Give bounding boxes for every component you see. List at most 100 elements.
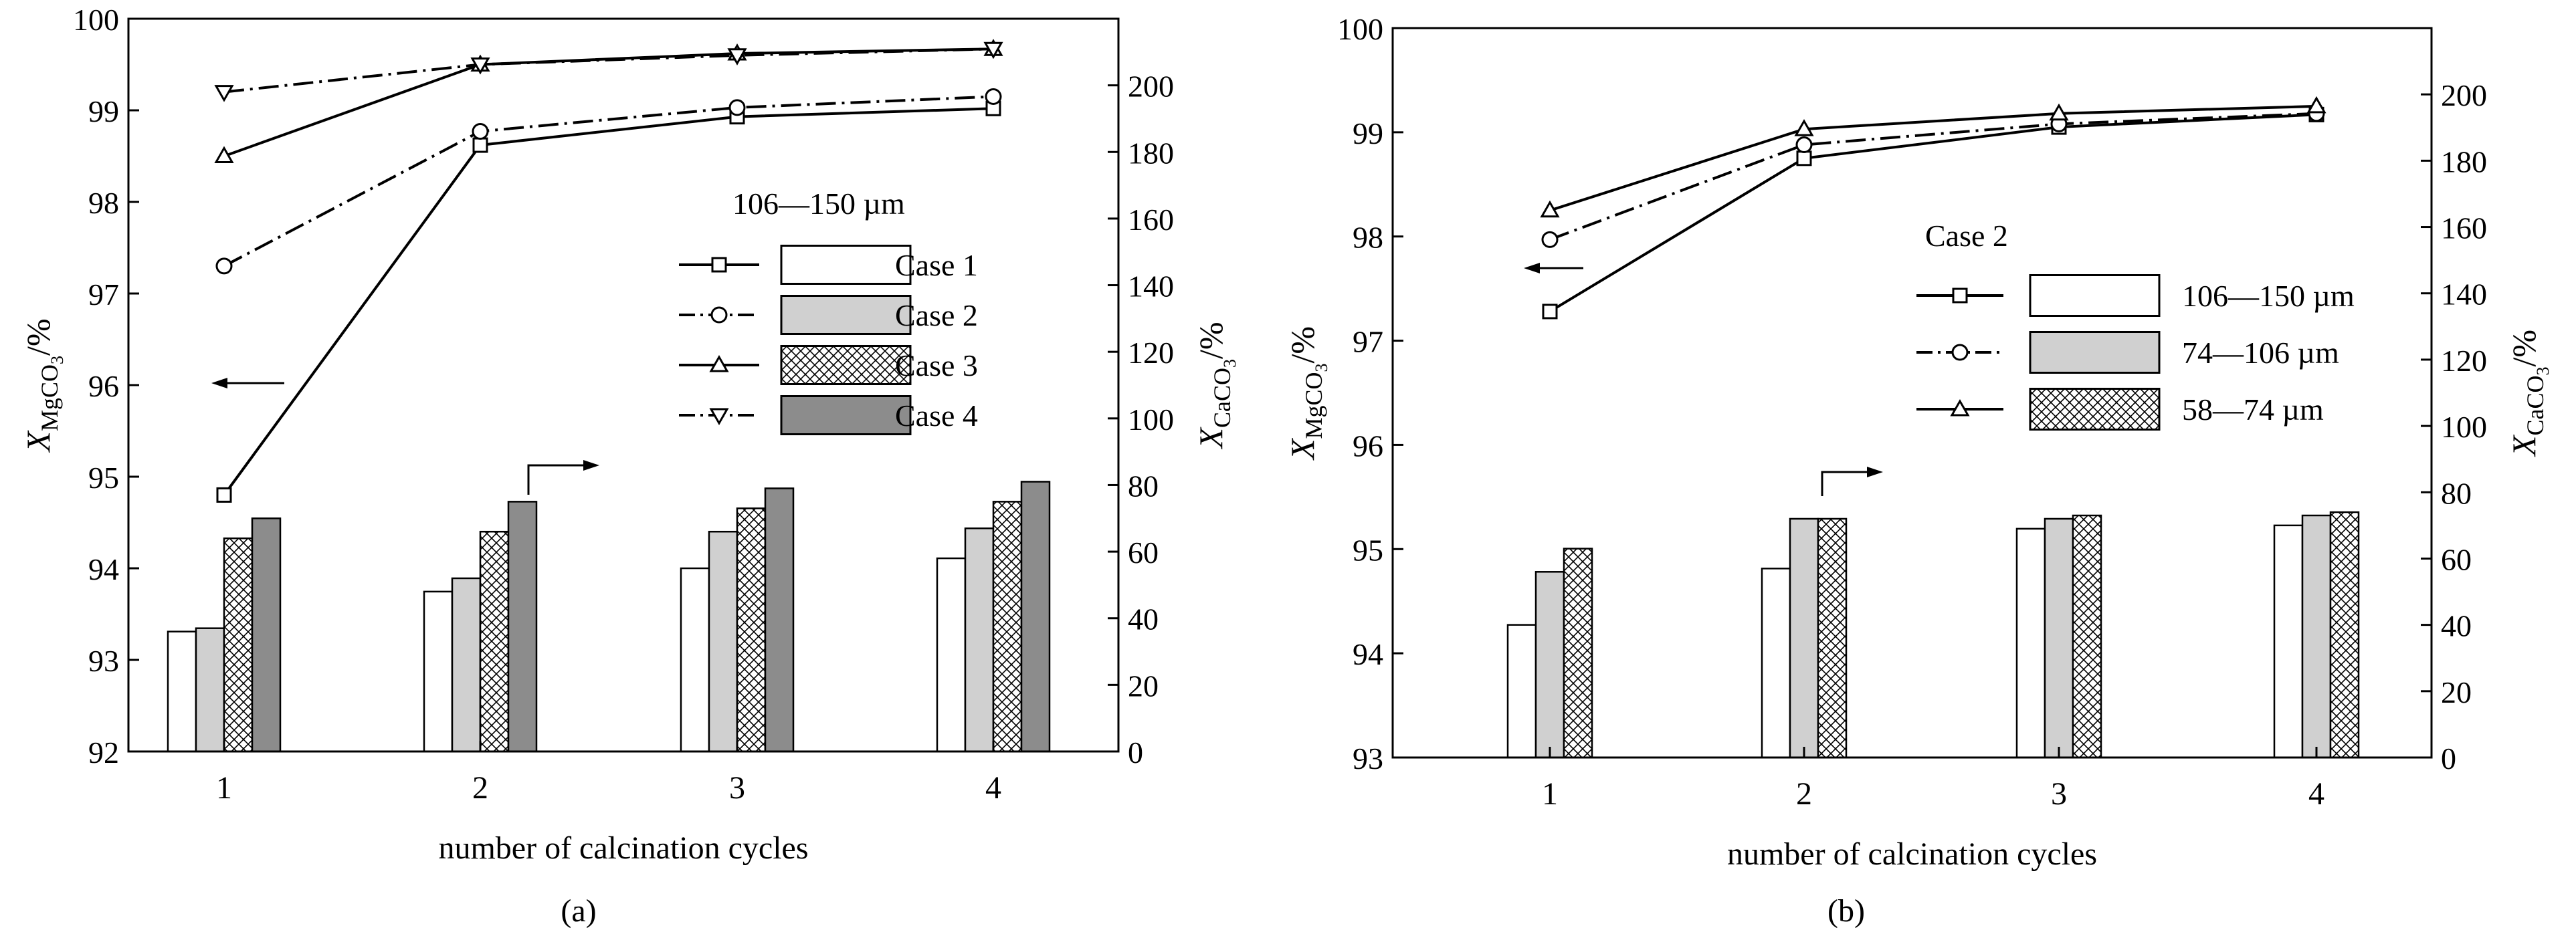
line-marker (1794, 119, 1814, 136)
series-line (223, 107, 994, 496)
right-axis-arrow-head (1867, 467, 1883, 477)
bar (2329, 511, 2360, 759)
legend-label: Case 4 (895, 398, 978, 433)
x-tick-label: 4 (985, 770, 1001, 806)
legend-title: 106—150 µm (732, 187, 905, 221)
bar (1506, 624, 1537, 759)
y-right-tick-label: 180 (1128, 136, 1174, 170)
right-axis-arrow-head (583, 460, 599, 471)
y-right-axis-label: XCaCO3/% (1192, 322, 1240, 449)
line-marker (985, 88, 1002, 105)
y-left-tick-label: 94 (88, 552, 119, 586)
legend-marker (1951, 344, 1969, 361)
legend-marker (1952, 287, 1968, 304)
y-right-axis-label: XCaCO3/% (2505, 330, 2553, 457)
bar (992, 501, 1023, 753)
y-left-tick-label: 95 (1353, 533, 1383, 567)
y-right-tick-label: 180 (2441, 144, 2487, 179)
y-left-axis-label-sub: MgCO (1300, 372, 1327, 439)
y-left-tick-label: 98 (88, 186, 119, 220)
y-left-axis-label-sub2: 3 (47, 356, 67, 364)
bar (736, 507, 767, 753)
bar (2044, 517, 2074, 759)
y-right-tick-label: 100 (1128, 402, 1174, 437)
bar (708, 530, 738, 753)
y-left-axis-label: XMgCO3/% (1284, 326, 1331, 461)
x-tick-label: 1 (216, 770, 232, 806)
y-left-axis-label-unit: /% (19, 318, 57, 356)
left-axis-arrow-head (211, 378, 227, 388)
bar (1563, 548, 1593, 759)
line-marker (214, 85, 234, 102)
x-axis-label: number of calcination cycles (438, 830, 808, 866)
left-axis-arrow-head (1524, 263, 1540, 273)
line-marker (728, 99, 746, 116)
bar (1761, 568, 1791, 759)
y-right-axis-label-var: X (2505, 434, 2543, 457)
y-right-tick-label: 60 (1128, 536, 1159, 570)
y-left-tick-label: 95 (88, 461, 119, 495)
y-left-tick-label: 99 (88, 94, 119, 128)
y-left-tick-label: 94 (1353, 637, 1383, 671)
bar (195, 627, 225, 753)
y-right-tick-label: 200 (2441, 78, 2487, 112)
y-right-tick-label: 140 (1128, 269, 1174, 304)
legend-marker (710, 306, 728, 324)
x-tick-label: 3 (729, 770, 745, 806)
line-marker (1796, 150, 1812, 166)
y-right-tick-label: 0 (1128, 735, 1143, 770)
y-left-tick-label: 100 (73, 3, 119, 37)
y-right-tick-label: 40 (1128, 602, 1159, 636)
y-left-tick-label: 96 (88, 369, 119, 403)
bar (2072, 514, 2102, 759)
bar (507, 501, 538, 753)
line-marker (472, 123, 489, 140)
bar (964, 527, 995, 753)
y-right-tick-label: 80 (1128, 469, 1159, 503)
legend-label: Case 3 (895, 348, 978, 382)
bar (1817, 517, 1848, 759)
bar (251, 517, 282, 753)
y-left-axis-label: XMgCO3/% (19, 318, 67, 453)
series-line (223, 95, 994, 267)
y-right-tick-label: 100 (2441, 410, 2487, 444)
legend-label: Case 2 (895, 298, 978, 332)
x-tick-label: 2 (1796, 776, 1812, 812)
line-marker (1541, 231, 1559, 248)
legend-label: 74—106 µm (2182, 336, 2339, 370)
line-marker (216, 487, 232, 503)
y-left-tick-label: 99 (1353, 116, 1383, 150)
bar (936, 557, 967, 753)
line-marker (2306, 96, 2326, 114)
y-right-tick-label: 120 (2441, 344, 2487, 378)
y-left-axis-label-var: X (1284, 437, 1321, 461)
x-tick-label: 2 (472, 770, 488, 806)
y-left-tick-label: 96 (1353, 429, 1383, 463)
line-marker (470, 57, 490, 75)
legend-marker (709, 354, 729, 372)
legend-swatch (780, 245, 912, 285)
series-line (1549, 112, 2317, 241)
series-line (223, 47, 994, 94)
line-marker (727, 48, 747, 66)
bar (451, 577, 482, 753)
x-axis-label: number of calcination cycles (1727, 836, 2097, 872)
y-right-tick-label: 160 (1128, 203, 1174, 237)
x-tick-label: 4 (2308, 776, 2324, 812)
bar (423, 590, 454, 753)
panel-label: (b) (1827, 893, 1865, 929)
y-right-tick-label: 0 (2441, 741, 2456, 776)
y-left-axis-label-var: X (19, 430, 57, 453)
y-left-tick-label: 100 (1337, 12, 1383, 46)
bar (223, 537, 254, 753)
legend-marker (1950, 398, 1970, 417)
bar (1789, 517, 1819, 759)
bar (764, 487, 795, 753)
y-left-tick-label: 97 (88, 277, 119, 312)
y-right-tick-label: 140 (2441, 277, 2487, 312)
line-marker (983, 41, 1003, 60)
y-left-tick-label: 98 (1353, 221, 1383, 255)
panel-label: (a) (561, 893, 596, 929)
y-left-tick-label: 92 (88, 735, 119, 770)
bar (1534, 571, 1565, 759)
